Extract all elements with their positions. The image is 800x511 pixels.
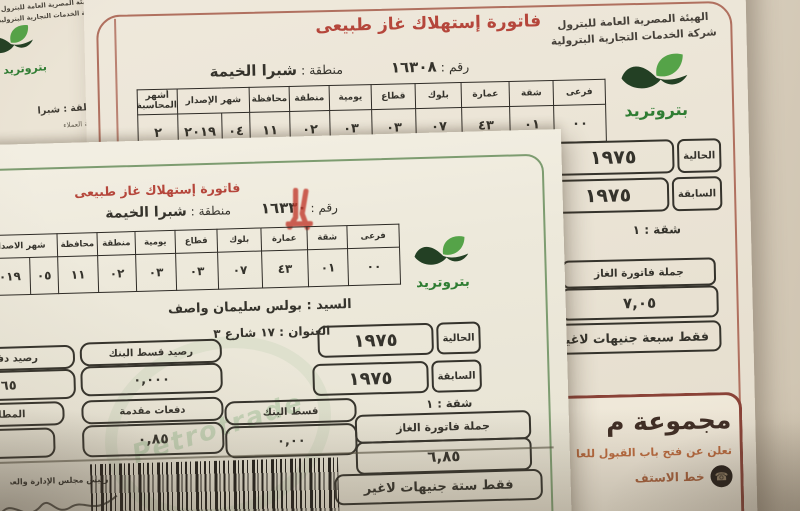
- ad-hotline: خط الاستف: [634, 469, 705, 486]
- table-header-cell: عمارة: [260, 226, 308, 251]
- table-header-cell: محافظة: [249, 86, 290, 113]
- petrotrade-leaf-logo: [414, 236, 469, 265]
- area-group: منطقة : شبرا الخيمة: [209, 60, 343, 81]
- advertisement: مجموعة م تعلن عن فتح باب القبول للعا ☎ خ…: [551, 391, 746, 511]
- table-header-cell: محافظة: [56, 232, 98, 257]
- current-reading-value: ١٩٧٥: [551, 139, 675, 176]
- previous-reading-row: السابقة ١٩٧٥: [312, 359, 483, 397]
- table-header-cell: بلوك: [216, 227, 262, 253]
- brand-name: بتروتريد: [624, 99, 689, 121]
- table-header-cell: شهر الاصدار: [0, 233, 58, 259]
- current-reading-value: ١٩٧٥: [317, 322, 434, 358]
- table-header-cell: أشهر المحاسبة: [137, 88, 178, 115]
- back-bill: الهيئة المصرية العامة للبترول شركة الخدم…: [83, 0, 759, 511]
- area-label: منطقة :: [300, 61, 344, 78]
- bank-installment-label: قسط البنك: [224, 397, 357, 426]
- address-code-table: فرعى شقة عمارة بلوك قطاع يومية منطقة محا…: [0, 224, 401, 297]
- barcode: [89, 457, 340, 511]
- table-header-cell: شقة: [509, 80, 554, 107]
- required-label: المطلوب: [0, 401, 65, 429]
- amount-in-words: فقط ستة جنيهات لاغير: [334, 468, 544, 506]
- table-value-cell: ٠٢: [97, 254, 137, 293]
- ad-headline: مجموعة م: [605, 405, 732, 437]
- advance-payments-label: دفعات مقدمة: [81, 396, 224, 425]
- table-header-cell: شقة: [306, 225, 348, 250]
- table-value-cell: ٤٣: [261, 249, 309, 288]
- previous-reading-value: ١٩٧٥: [312, 360, 429, 397]
- current-reading-row: الحالية ١٩٧٥: [317, 321, 481, 358]
- table-value-cell: ٠٣: [135, 253, 177, 292]
- payments-balance-value: ٦٥: [0, 368, 77, 403]
- table-header-cell: شهر الإصدار: [177, 87, 250, 114]
- front-bill: Petrotrade فاتورة إستهلاك غاز طبيعى رقم …: [0, 129, 573, 511]
- table-header-cell: قطاع: [174, 229, 218, 254]
- total-value: ٧,٠٥: [560, 285, 719, 321]
- red-stamp-mark: [285, 187, 314, 231]
- table-header-cell: يومية: [134, 230, 176, 255]
- phone-icon: ☎: [710, 464, 733, 488]
- table-header-cell: منطقة: [96, 231, 136, 256]
- area-label: منطقة :: [190, 203, 232, 219]
- table-header-cell: قطاع: [371, 83, 416, 110]
- bill-number-value: ١٦٣٠٨: [390, 57, 437, 77]
- table-value-cell: ٠٣: [175, 252, 219, 291]
- table-value-cell: ٠٠: [347, 247, 401, 286]
- customer-label: السيد :: [306, 296, 352, 314]
- table-value-cell: ٠٥: [29, 256, 59, 295]
- flat-number: شقة : ١: [425, 395, 473, 411]
- table-header-cell: فرعى: [553, 79, 606, 106]
- table-header-cell: عمارة: [461, 81, 510, 108]
- previous-reading-label: السابقة: [431, 359, 483, 393]
- table-header-cell: فرعى: [346, 224, 400, 249]
- petrotrade-leaf-logo: [621, 53, 688, 89]
- table-value-cell: ٠٧: [217, 250, 263, 290]
- ad-hotline-row: ☎ خط الاستف: [564, 464, 733, 491]
- current-reading-label: الحالية: [436, 321, 481, 355]
- table-header-cell: يومية: [329, 84, 372, 111]
- amount-in-words: فقط سبعة جنيهات لاغير: [545, 320, 722, 356]
- flat-number: شقة : ١: [632, 222, 682, 238]
- previous-reading-value: ١٩٧٥: [546, 177, 670, 215]
- address-value: ١٧ شارع ٣: [213, 325, 276, 341]
- area-value: شبرا الخيمة: [209, 60, 298, 81]
- table-value-cell: ١١: [57, 255, 99, 294]
- current-reading-label: الحالية: [676, 138, 722, 174]
- previous-reading-label: السابقة: [671, 176, 723, 212]
- area-value: شبرا الخيمة: [105, 203, 188, 222]
- bill-number-label: رقم :: [440, 58, 470, 75]
- petrotrade-leaf-logo: [0, 25, 33, 54]
- required-value: [0, 427, 56, 461]
- bill-number-group: رقم : ١٦٣٠٨: [391, 57, 470, 77]
- previous-reading-row: السابقة ١٩٧٥: [546, 176, 723, 215]
- current-reading-row: الحالية ١٩٧٥: [551, 138, 722, 176]
- table-value-cell: ٠١: [307, 248, 349, 287]
- bank-balance-value: ٠,٠٠٠: [80, 362, 223, 397]
- table-header-cell: منطقة: [289, 85, 330, 112]
- table-value-cell: ٠٠: [553, 104, 607, 143]
- advance-payments-value: ٠,٨٥: [81, 421, 225, 458]
- table-value-cell: ٢٠١٩: [0, 257, 31, 296]
- brand-name: بتروتريد: [415, 273, 471, 292]
- total-label: جملة فاتورة الغاز: [561, 257, 717, 289]
- table-header-cell: بلوك: [415, 82, 462, 109]
- ad-subline: تعلن عن فتح باب القبول للعا: [575, 443, 733, 461]
